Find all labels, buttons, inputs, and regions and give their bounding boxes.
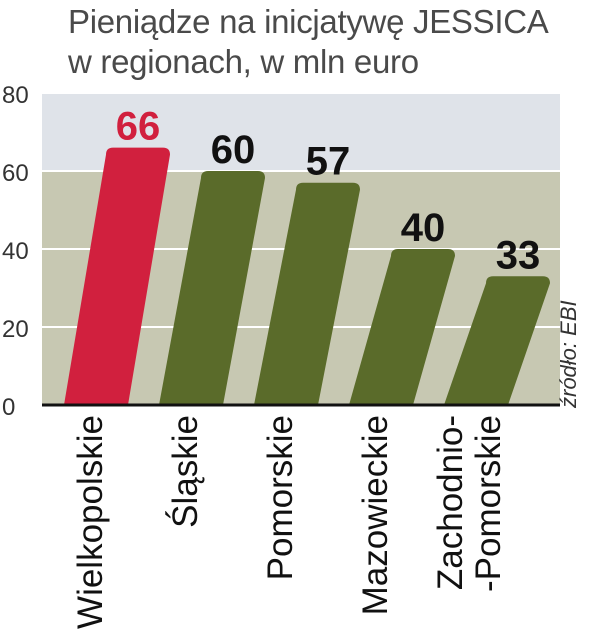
category-label-line: Śląskie — [165, 415, 205, 528]
category-label: Śląskie — [165, 415, 205, 528]
data-label: 40 — [401, 206, 446, 250]
category-label: Mazowieckie — [356, 415, 395, 615]
data-label: 66 — [116, 105, 161, 149]
category-label-line: Zachodnio- — [431, 415, 470, 590]
title-line-2: w regionach, w mln euro — [68, 43, 419, 80]
bar-4 — [349, 249, 455, 405]
y-tick-label: 20 — [2, 316, 29, 343]
bar-2 — [159, 171, 265, 405]
bar-1 — [64, 147, 170, 405]
category-label: Wielkopolskie — [71, 415, 110, 629]
category-label: Pomorskie — [261, 415, 300, 580]
y-tick-label: 0 — [2, 394, 15, 421]
y-tick-label: 60 — [2, 160, 29, 187]
category-label-line: Mazowieckie — [356, 415, 395, 615]
bar-3 — [254, 182, 360, 405]
data-label: 33 — [496, 233, 541, 277]
data-label: 57 — [306, 140, 351, 184]
category-label-line: Wielkopolskie — [71, 415, 110, 629]
bar-5 — [444, 276, 550, 405]
title-line-1: Pieniądze na inicjatywę JESSICA — [68, 3, 549, 40]
y-tick-label: 40 — [2, 238, 29, 265]
chart-title: Pieniądze na inicjatywę JESSICA w region… — [68, 2, 549, 82]
category-label-line: -Pomorskie — [469, 415, 508, 592]
source-note: źródło: EBI — [556, 300, 581, 408]
category-label: Zachodnio- -Pomorskie — [431, 415, 508, 592]
y-tick-label: 80 — [2, 82, 29, 109]
data-label: 60 — [211, 128, 256, 172]
category-label-line: Pomorskie — [261, 415, 300, 580]
